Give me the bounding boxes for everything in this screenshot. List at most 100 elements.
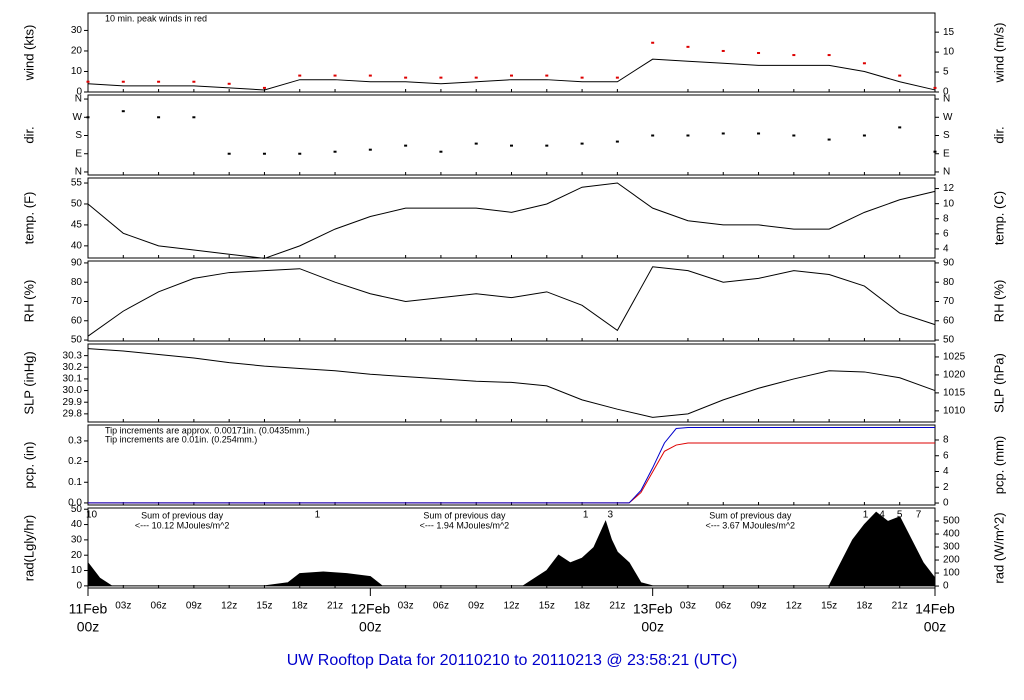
y-tick-label: 60 [71, 315, 83, 326]
data-point [262, 152, 266, 155]
panel-frame [87, 260, 936, 342]
y2-axis-label: RH (%) [991, 280, 1006, 323]
data-point [157, 116, 161, 119]
y-tick-label: 90 [71, 258, 83, 269]
y2-axis-label: SLP (hPa) [991, 353, 1006, 413]
x-tick-label: 15z [539, 601, 555, 612]
y2-tick-label: 4 [943, 466, 949, 477]
y2-tick-label: 200 [943, 555, 960, 566]
data-point [615, 140, 619, 143]
line [87, 58, 936, 91]
x-tick-label: 06z [151, 601, 167, 612]
data-point [86, 80, 90, 83]
line [87, 348, 936, 418]
y-tick-label: 0.1 [68, 477, 82, 488]
y2-tick-label: N [943, 94, 950, 105]
data-point [721, 49, 725, 52]
y2-tick-label: 6 [943, 228, 949, 239]
data-point [757, 132, 761, 135]
y-axis-label: RH (%) [21, 280, 36, 323]
hour-mark: 1 [315, 510, 321, 521]
data-point [121, 110, 125, 113]
day-hour-label: 00z [77, 619, 100, 635]
x-tick-label: 09z [186, 601, 202, 612]
y-tick-label: 50 [71, 504, 83, 515]
y2-tick-label: 15 [943, 27, 955, 38]
y2-tick-label: 0 [943, 87, 949, 98]
annotation: Tip increments are 0.01in. (0.254mm.) [105, 434, 257, 444]
y2-tick-label: 100 [943, 568, 960, 579]
y2-tick-label: 8 [943, 435, 949, 446]
y2-tick-label: 1020 [943, 370, 966, 381]
data-point [933, 150, 937, 153]
day-label: 13Feb [633, 601, 673, 617]
line [87, 266, 936, 337]
y-tick-label: 30.3 [63, 350, 83, 361]
y-tick-label: W [73, 112, 83, 123]
data-point [686, 45, 690, 48]
hour-mark: 10 [86, 510, 98, 521]
data-point [298, 74, 302, 77]
y2-tick-label: 1010 [943, 405, 966, 416]
y-tick-label: 30.0 [63, 385, 83, 396]
y-tick-label: 45 [71, 220, 83, 231]
y-tick-label: 30 [71, 535, 83, 546]
y-tick-label: 40 [71, 519, 83, 530]
y2-tick-label: 10 [943, 47, 955, 58]
y2-tick-label: 300 [943, 542, 960, 553]
y2-tick-label: E [943, 148, 950, 159]
x-tick-label: 21z [609, 601, 625, 612]
x-tick-label: 09z [750, 601, 766, 612]
data-point [827, 138, 831, 141]
y-axis-label: wind (kts) [21, 25, 36, 82]
y-tick-label: 30.2 [63, 362, 83, 373]
x-tick-label: 18z [574, 601, 590, 612]
annotation: Tip increments are approx. 0.00171in. (0… [105, 425, 310, 435]
data-point [439, 76, 443, 79]
data-point [333, 74, 337, 77]
chart-title: UW Rooftop Data for 20110210 to 20110213… [287, 652, 738, 669]
data-point [898, 126, 902, 129]
y2-tick-label: 60 [943, 315, 955, 326]
data-point [792, 134, 796, 137]
y-axis-label: SLP (inHg) [21, 351, 36, 414]
y2-tick-label: 6 [943, 450, 949, 461]
y2-tick-label: 12 [943, 183, 955, 194]
hour-mark: 5 [897, 510, 903, 521]
data-point [474, 142, 478, 145]
hour-mark: 4 [879, 510, 885, 521]
line [87, 182, 936, 259]
day-label: 12Feb [350, 601, 390, 617]
data-point [439, 150, 443, 153]
x-tick-label: 03z [398, 601, 414, 612]
x-tick-label: 03z [680, 601, 696, 612]
x-tick-label: 18z [856, 601, 872, 612]
panel-frame [87, 177, 936, 259]
y2-tick-label: N [943, 167, 950, 178]
y-tick-label: 0 [76, 580, 82, 591]
y2-tick-label: 0 [943, 498, 949, 509]
data-point [862, 62, 866, 65]
y-tick-label: 0.0 [68, 498, 82, 509]
y2-axis-label: pcp. (mm) [991, 436, 1006, 495]
data-point [615, 76, 619, 79]
x-tick-label: 06z [433, 601, 449, 612]
x-tick-label: 12z [503, 601, 519, 612]
data-point [157, 80, 161, 83]
x-tick-label: 03z [115, 601, 131, 612]
data-point [651, 41, 655, 44]
y-tick-label: 30 [71, 25, 83, 36]
y-tick-label: 10 [71, 565, 83, 576]
y2-tick-label: 1025 [943, 352, 966, 363]
data-point [651, 134, 655, 137]
annotation: 10 min. peak winds in red [105, 13, 207, 23]
line [88, 426, 935, 504]
panel-frame [87, 94, 936, 176]
x-tick-label: 12z [786, 601, 802, 612]
y-tick-label: 70 [71, 296, 83, 307]
day-sum: <--- 3.67 MJoules/m^2 [706, 520, 796, 530]
data-point [474, 76, 478, 79]
y-axis-label: dir. [21, 126, 36, 143]
y2-axis-label: wind (m/s) [991, 23, 1006, 84]
y2-tick-label: S [943, 130, 950, 141]
